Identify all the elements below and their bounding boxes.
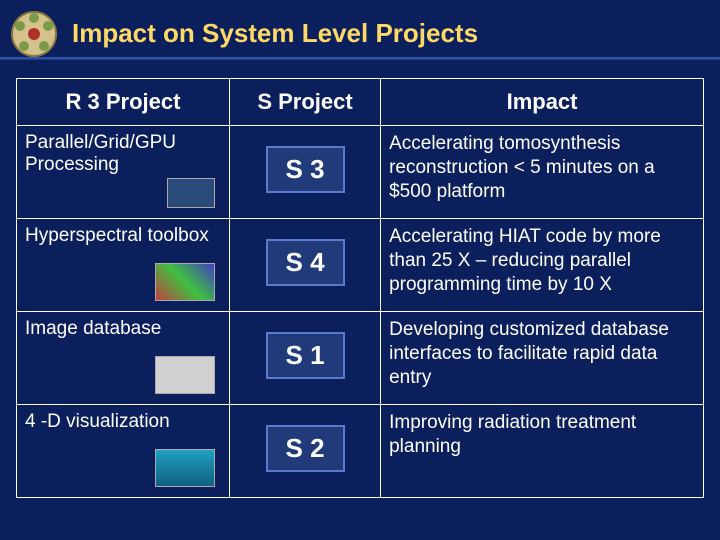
r3-cell: 4 -D visualization [17, 405, 230, 498]
table-header-row: R 3 Project S Project Impact [17, 79, 704, 126]
s-cell: S 4 [229, 219, 380, 312]
r3-label: 4 -D visualization [25, 411, 170, 432]
slide-title: Impact on System Level Projects [0, 0, 720, 57]
impact-cell: Accelerating tomosynthesis reconstructio… [381, 126, 704, 219]
r3-cell: Image database [17, 312, 230, 405]
s-badge: S 2 [266, 425, 345, 472]
logo-badge [8, 8, 60, 60]
thumb-icon [155, 263, 215, 301]
s-badge: S 3 [266, 146, 345, 193]
table-row: Parallel/Grid/GPU Processing S 3 Acceler… [17, 126, 704, 219]
r3-label: Hyperspectral toolbox [25, 225, 209, 246]
thumb-icon [155, 356, 215, 394]
s-cell: S 1 [229, 312, 380, 405]
s-cell: S 2 [229, 405, 380, 498]
table-row: Hyperspectral toolbox S 4 Accelerating H… [17, 219, 704, 312]
s-badge: S 4 [266, 239, 345, 286]
r3-cell: Hyperspectral toolbox [17, 219, 230, 312]
title-underline [0, 57, 720, 60]
s-badge: S 1 [266, 332, 345, 379]
r3-label: Parallel/Grid/GPU Processing [25, 132, 176, 175]
thumb-icon [155, 449, 215, 487]
table-row: 4 -D visualization S 2 Improving radiati… [17, 405, 704, 498]
thumb-icon [167, 178, 215, 208]
header-impact: Impact [381, 79, 704, 126]
header-s: S Project [229, 79, 380, 126]
header-r3: R 3 Project [17, 79, 230, 126]
impact-cell: Developing customized database interface… [381, 312, 704, 405]
table-row: Image database S 1 Developing customized… [17, 312, 704, 405]
projects-table: R 3 Project S Project Impact Parallel/Gr… [16, 78, 704, 498]
r3-label: Image database [25, 318, 161, 339]
r3-cell: Parallel/Grid/GPU Processing [17, 126, 230, 219]
impact-cell: Improving radiation treatment planning [381, 405, 704, 498]
s-cell: S 3 [229, 126, 380, 219]
impact-cell: Accelerating HIAT code by more than 25 X… [381, 219, 704, 312]
